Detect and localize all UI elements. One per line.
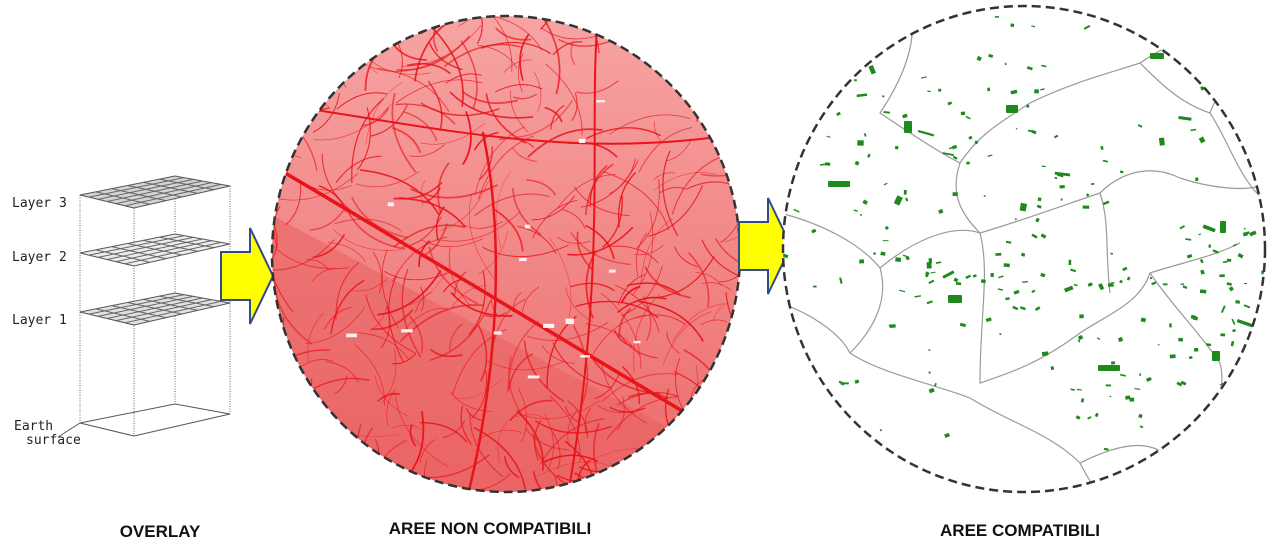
incompatible-areas-caption: AREE NON COMPATIBILI	[388, 519, 592, 538]
layer-2-label: Layer 2	[12, 250, 67, 265]
compatible-areas-map	[781, 4, 1267, 494]
layer-1-label: Layer 1	[12, 313, 67, 328]
earth-surface-label-line1: Earth	[14, 419, 54, 434]
arrow-right-icon	[738, 197, 793, 295]
overlay-caption: OVERLAY	[119, 522, 201, 541]
layer-3-label: Layer 3	[12, 196, 67, 211]
arrow-right-icon	[220, 227, 275, 325]
layer-3-grid	[79, 175, 231, 209]
layer-1-grid	[79, 292, 231, 326]
earth-surface-label-line2: surface	[26, 433, 81, 448]
overlay-diagram: Layer 3 Layer 2 Layer 1 Earth surface	[0, 0, 260, 500]
layer-2-grid	[79, 233, 231, 267]
compatible-areas-caption: AREE COMPATIBILI	[940, 521, 1100, 540]
overlay-layer-stack	[57, 175, 231, 438]
earth-surface-plane	[79, 403, 231, 437]
incompatible-areas-map	[270, 14, 742, 494]
